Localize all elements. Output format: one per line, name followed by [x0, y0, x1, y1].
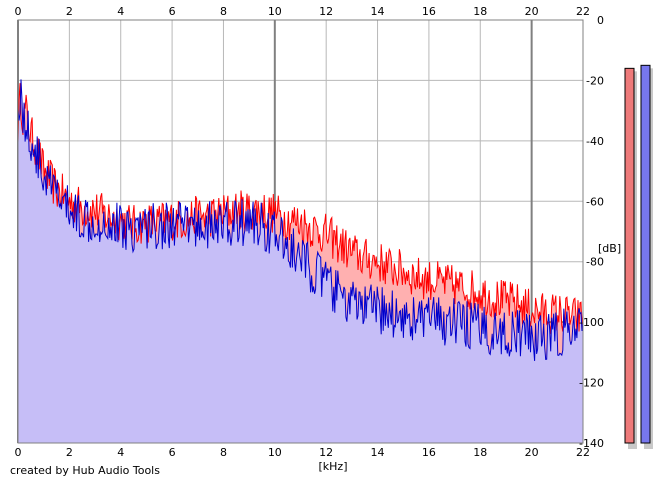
- x-tick-label-bottom: 2: [66, 446, 73, 459]
- y-tick-label: 0: [597, 14, 604, 27]
- x-tick-label-bottom: 10: [268, 446, 282, 459]
- x-tick-label-bottom: 12: [319, 446, 333, 459]
- y-tick-label: -40: [586, 135, 604, 148]
- x-axis-label: [kHz]: [319, 460, 348, 473]
- x-tick-label-top: 6: [169, 5, 176, 18]
- y-axis-label: [dB]: [598, 242, 621, 255]
- meter-1-bar: [624, 67, 635, 444]
- x-tick-label-top: 16: [422, 5, 436, 18]
- x-tick-label-top: 18: [473, 5, 487, 18]
- y-tick-label: -100: [579, 316, 604, 329]
- x-axis-bottom-tick-labels: 0 2 4 6 8 10 12 14 16 18 20 22: [15, 446, 591, 459]
- credit-text: created by Hub Audio Tools: [10, 464, 160, 477]
- x-tick-label-top: 20: [525, 5, 539, 18]
- x-tick-label-top: 0: [15, 5, 22, 18]
- y-tick-label: -20: [586, 74, 604, 87]
- x-tick-label-bottom: 0: [15, 446, 22, 459]
- x-tick-label-top: 22: [576, 5, 590, 18]
- x-tick-label-top: 4: [117, 5, 124, 18]
- y-tick-label: -140: [579, 437, 604, 450]
- x-tick-label-bottom: 14: [371, 446, 385, 459]
- x-tick-label-top: 2: [66, 5, 73, 18]
- plot-frame: [17, 19, 584, 444]
- y-tick-label: -120: [579, 377, 604, 390]
- level-meters: [624, 64, 653, 450]
- x-tick-label-top: 14: [371, 5, 385, 18]
- x-tick-label-bottom: 18: [473, 446, 487, 459]
- x-tick-label-bottom: 8: [220, 446, 227, 459]
- x-tick-label-bottom: 6: [169, 446, 176, 459]
- y-tick-label: -60: [586, 195, 604, 208]
- x-tick-label-top: 12: [319, 5, 333, 18]
- x-axis-top-tick-labels: 0 2 4 6 8 10 12 14 16 18 20 22: [15, 5, 591, 18]
- x-tick-label-bottom: 16: [422, 446, 436, 459]
- meter-2-bar: [640, 64, 651, 444]
- x-tick-label-bottom: 20: [525, 446, 539, 459]
- x-tick-label-top: 10: [268, 5, 282, 18]
- x-tick-label-top: 8: [220, 5, 227, 18]
- y-tick-label: -80: [586, 256, 604, 269]
- x-tick-label-bottom: 4: [117, 446, 124, 459]
- x-tick-label-bottom: 22: [576, 446, 590, 459]
- series-layer: [17, 79, 584, 444]
- series-2-line: [17, 79, 584, 361]
- y-axis-tick-labels: 0 -20 -40 -60 -80 -100 -120 -140: [579, 14, 604, 450]
